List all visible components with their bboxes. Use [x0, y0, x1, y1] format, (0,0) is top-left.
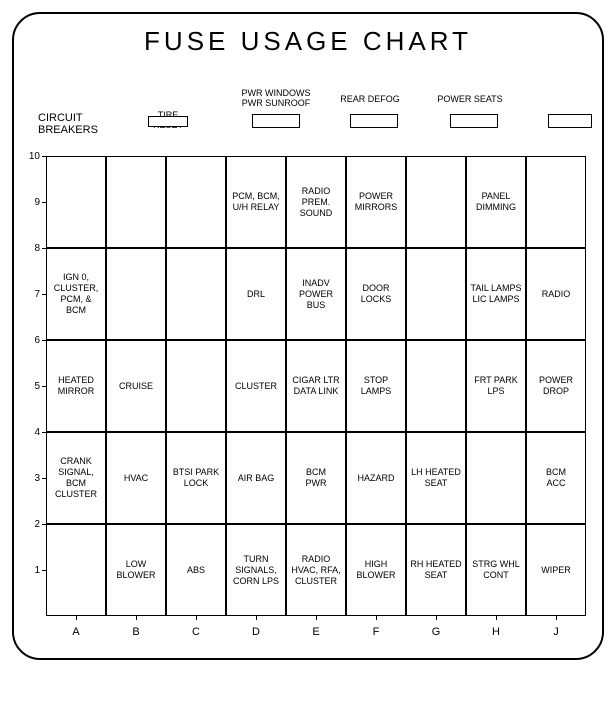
fuse-cell [166, 340, 226, 432]
row-tick [42, 248, 46, 249]
breaker-box [350, 114, 398, 128]
fuse-cell [406, 248, 466, 340]
breaker-box [148, 116, 188, 127]
fuse-cell: RADIOPREM.SOUND [286, 156, 346, 248]
fuse-cell [106, 156, 166, 248]
row-label: 4 [22, 427, 40, 438]
row-tick [42, 432, 46, 433]
col-label: C [166, 626, 226, 638]
col-label: A [46, 626, 106, 638]
fuse-cell: ABS [166, 524, 226, 616]
fuse-cell: DRL [226, 248, 286, 340]
breaker-box [450, 114, 498, 128]
fuse-chart-panel: FUSE USAGE CHART CIRCUITBREAKERS TIRERES… [12, 12, 604, 660]
fuse-cell: INADVPOWER BUS [286, 248, 346, 340]
row-label: 5 [22, 381, 40, 392]
row-tick [42, 524, 46, 525]
fuse-cell: HVAC [106, 432, 166, 524]
fuse-cell: HIGHBLOWER [346, 524, 406, 616]
fuse-grid: PCM, BCM,U/H RELAYRADIOPREM.SOUNDPOWERMI… [46, 156, 586, 616]
fuse-cell: PANELDIMMING [466, 156, 526, 248]
col-label: G [406, 626, 466, 638]
col-tick [136, 616, 137, 620]
row-label: 2 [22, 519, 40, 530]
col-tick [76, 616, 77, 620]
row-label: 7 [22, 289, 40, 300]
circuit-breakers-label: CIRCUITBREAKERS [38, 112, 98, 136]
col-tick [196, 616, 197, 620]
breaker-box [252, 114, 300, 128]
fuse-cell [406, 156, 466, 248]
row-tick [42, 478, 46, 479]
fuse-cell: CRUISE [106, 340, 166, 432]
row-label: 8 [22, 243, 40, 254]
col-tick [376, 616, 377, 620]
fuse-cell [106, 248, 166, 340]
row-tick [42, 294, 46, 295]
row-label: 10 [22, 151, 40, 162]
row-tick [42, 570, 46, 571]
fuse-cell: STOPLAMPS [346, 340, 406, 432]
fuse-cell: POWERDROP [526, 340, 586, 432]
fuse-cell: FRT PARKLPS [466, 340, 526, 432]
fuse-cell [166, 156, 226, 248]
fuse-cell: DOORLOCKS [346, 248, 406, 340]
fuse-cell: TURNSIGNALS,CORN LPS [226, 524, 286, 616]
breaker-row: CIRCUITBREAKERS TIRERESETPWR WINDOWSPWR … [14, 76, 602, 136]
fuse-cell [406, 340, 466, 432]
col-label: D [226, 626, 286, 638]
row-label: 9 [22, 197, 40, 208]
fuse-cell: BCMACC [526, 432, 586, 524]
col-label: B [106, 626, 166, 638]
fuse-cell: PCM, BCM,U/H RELAY [226, 156, 286, 248]
fuse-cell [526, 156, 586, 248]
fuse-cell: RADIOHVAC, RFA,CLUSTER [286, 524, 346, 616]
row-label: 1 [22, 565, 40, 576]
fuse-cell: IGN 0,CLUSTER,PCM, &BCM [46, 248, 106, 340]
fuse-cell: CIGAR LTRDATA LINK [286, 340, 346, 432]
breaker-box [548, 114, 592, 128]
breaker-label: POWER SEATS [430, 94, 510, 104]
col-tick [496, 616, 497, 620]
fuse-cell: RH HEATEDSEAT [406, 524, 466, 616]
fuse-cell: RADIO [526, 248, 586, 340]
col-tick [256, 616, 257, 620]
fuse-cell: CRANKSIGNAL,BCMCLUSTER [46, 432, 106, 524]
fuse-cell: BTSI PARKLOCK [166, 432, 226, 524]
fuse-cell: STRG WHLCONT [466, 524, 526, 616]
fuse-cell: AIR BAG [226, 432, 286, 524]
breaker-label: PWR WINDOWSPWR SUNROOF [236, 88, 316, 108]
row-label: 3 [22, 473, 40, 484]
fuse-cell [46, 524, 106, 616]
col-label: H [466, 626, 526, 638]
fuse-cell [466, 432, 526, 524]
fuse-cell: LH HEATEDSEAT [406, 432, 466, 524]
col-label: J [526, 626, 586, 638]
fuse-cell: TAIL LAMPSLIC LAMPS [466, 248, 526, 340]
fuse-cell: LOWBLOWER [106, 524, 166, 616]
row-tick [42, 340, 46, 341]
fuse-cell: CLUSTER [226, 340, 286, 432]
row-tick [42, 202, 46, 203]
row-tick [42, 156, 46, 157]
breaker-label: REAR DEFOG [330, 94, 410, 104]
fuse-cell: POWERMIRRORS [346, 156, 406, 248]
fuse-cell: BCMPWR [286, 432, 346, 524]
col-label: E [286, 626, 346, 638]
fuse-cell [46, 156, 106, 248]
fuse-cell: HEATEDMIRROR [46, 340, 106, 432]
fuse-cell: HAZARD [346, 432, 406, 524]
fuse-cell: WIPER [526, 524, 586, 616]
col-tick [436, 616, 437, 620]
col-tick [316, 616, 317, 620]
fuse-cell [166, 248, 226, 340]
col-label: F [346, 626, 406, 638]
chart-title: FUSE USAGE CHART [14, 26, 602, 57]
row-tick [42, 386, 46, 387]
row-label: 6 [22, 335, 40, 346]
col-tick [556, 616, 557, 620]
